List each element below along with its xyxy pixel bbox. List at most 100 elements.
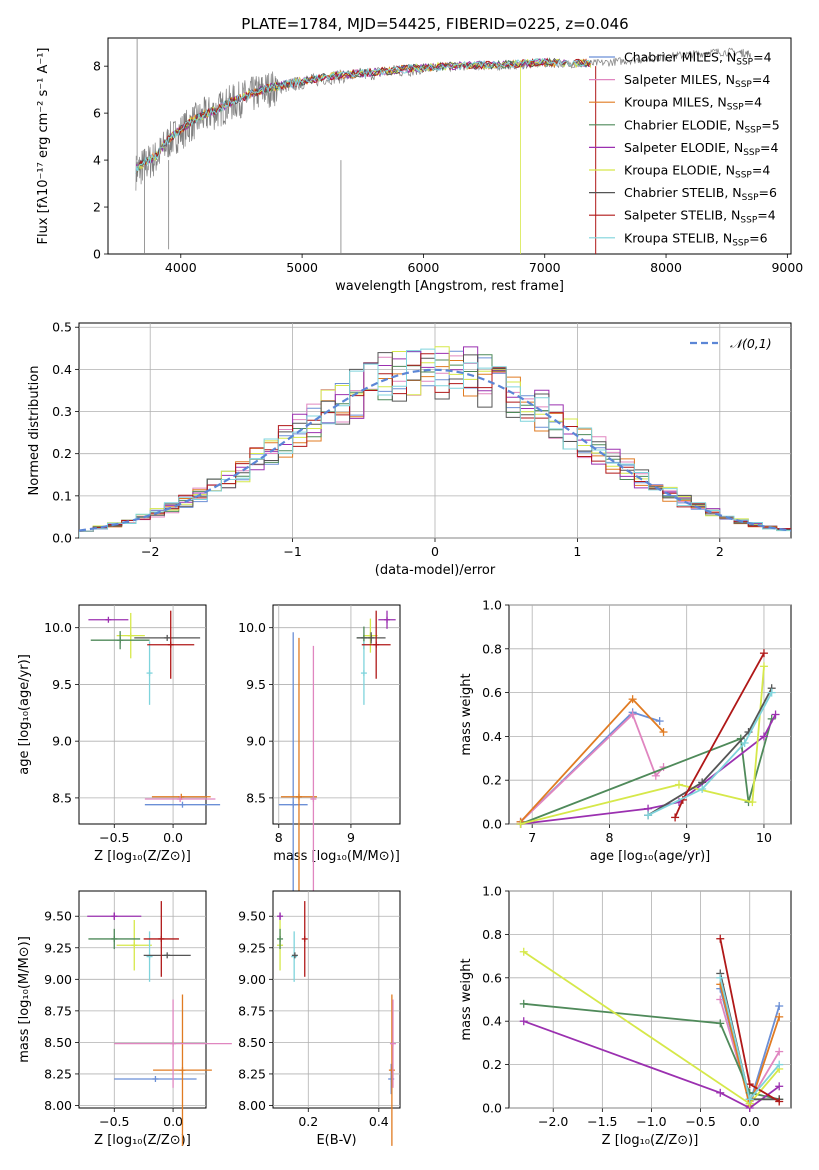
y-axis-label: Flux [fλ10⁻¹⁷ erg cm⁻² s⁻¹ A⁻¹]: [36, 48, 51, 245]
panel-spectrum: 4000 5000 6000 7000 8000 900002468wavelength …: [36, 37, 803, 294]
x-axis-label: Z [log₁₀(Z/Z⊙)]: [94, 849, 191, 864]
legend-model-name: Chabrier MILES: [624, 50, 719, 65]
x-tick-label: 0.0: [740, 1114, 760, 1129]
y-tick-label: 0: [93, 247, 101, 262]
legend-nssp-subscript: SSP: [743, 148, 760, 158]
y-tick-label: 0.0: [52, 531, 72, 546]
y-axis-label: age [log₁₀(age/yr)]: [17, 654, 32, 775]
x-tick-label: 7: [528, 830, 536, 845]
panel-age-vs-Z: −0.5 0.0 8.5 9.0 9.5 10.0 Z [log₁₀(Z/Z⊙)] age […: [17, 604, 221, 864]
y-tick-label: 0.1: [52, 488, 72, 503]
legend-nssp-value: 4: [771, 140, 779, 155]
legend-nssp-subscript: SSP: [732, 238, 749, 248]
x-axis-label: Z [log₁₀(Z/Z⊙)]: [94, 1133, 191, 1148]
y-tick-label: 2: [93, 200, 101, 215]
legend-nssp-prefix: , N: [719, 50, 736, 65]
legend-label: Chabrier ELODIE, NSSP=5: [624, 117, 780, 135]
y-tick-label: 0.0: [482, 1101, 502, 1116]
y-tick-label: 0.8: [482, 641, 502, 656]
x-tick-label: −1.5: [587, 1114, 617, 1129]
x-tick-label: −0.5: [685, 1114, 715, 1129]
x-tick-label: −0.5: [99, 1114, 129, 1129]
y-tick-label: 9.25: [44, 940, 72, 955]
legend-model-name: Salpeter STELIB: [624, 208, 723, 223]
y-tick-label: 8.00: [44, 1098, 72, 1113]
y-axis-label: Normed distribution: [27, 366, 42, 496]
legend-nssp-eq: =: [760, 140, 770, 155]
panel-mass-weight-vs-Z: −2.0 −1.5 −1.0 −0.5 0.0 0.0 0.2 0.4 0.6 0.8 1.0 Z […: [459, 884, 792, 1148]
x-axis-label: Z [log₁₀(Z/Z⊙)]: [602, 1133, 699, 1148]
legend-nssp-prefix: , N: [723, 208, 740, 223]
y-tick-label: 9.5: [52, 677, 72, 692]
legend-nssp-subscript: SSP: [735, 80, 752, 90]
y-tick-label: 0.2: [482, 773, 502, 788]
x-tick-label: 8000: [650, 260, 682, 275]
x-tick-label: −1.0: [636, 1114, 666, 1129]
legend-model-name: Kroupa ELODIE: [624, 163, 718, 178]
y-tick-label: 8.00: [238, 1098, 266, 1113]
x-tick-label: 0.4: [369, 1114, 389, 1129]
panel-residual-histogram: −2 −1 0 1 2 0.0 0.1 0.2 0.3 0.4 0.5 (data-model)/er…: [27, 320, 792, 578]
legend-nssp-value: 4: [762, 72, 770, 87]
legend-label: Salpeter MILES, NSSP=4: [624, 72, 770, 90]
y-tick-label: 9.0: [52, 734, 72, 749]
weight-series: [519, 934, 784, 1112]
histogram-plot: [79, 346, 791, 538]
legend-nssp-eq: =: [757, 208, 767, 223]
y-tick-label: 10.0: [238, 620, 266, 635]
legend-nssp-value: 6: [760, 230, 768, 245]
legend-label: Salpeter STELIB, NSSP=4: [624, 208, 776, 226]
panel-mass-weight-vs-age: 7 8 9 10 0.0 0.2 0.4 0.6 0.8 1.0 age [log₁₀(age/yr…: [459, 598, 792, 864]
errorbar-points: [277, 901, 396, 1146]
x-tick-label: 9: [683, 830, 691, 845]
spectrum-plot: [135, 38, 751, 254]
x-tick-label: 8: [275, 830, 283, 845]
y-tick-label: 0.4: [52, 362, 72, 377]
x-axis-label: wavelength [Angstrom, rest frame]: [335, 279, 564, 294]
legend-nssp-eq: =: [744, 95, 754, 110]
weight-line: [519, 712, 665, 823]
weight-line: [520, 718, 773, 825]
legend-nssp-value: 5: [772, 117, 780, 132]
y-tick-label: 0.0: [482, 817, 502, 832]
y-tick-label: 6: [93, 106, 101, 121]
y-axis-label: mass weight: [459, 673, 474, 755]
legend-nssp-prefix: , N: [726, 140, 743, 155]
y-tick-label: 9.0: [246, 734, 266, 749]
legend-nssp-prefix: , N: [718, 72, 735, 87]
errorbar-points: [88, 610, 221, 808]
weight-line: [647, 692, 773, 817]
legend-label: Chabrier MILES, NSSP=4: [624, 50, 772, 68]
y-tick-label: 4: [93, 153, 101, 168]
y-tick-label: 8.5: [246, 790, 266, 805]
legend-nssp-value: 4: [754, 95, 762, 110]
legend-model-name: Salpeter MILES: [624, 72, 718, 87]
legend-nssp-subscript: SSP: [736, 58, 753, 68]
legend-model-name: Chabrier ELODIE: [624, 117, 727, 132]
x-tick-label: 0.0: [163, 1114, 183, 1129]
errorbar-points: [87, 901, 232, 1146]
y-tick-label: 0.2: [52, 446, 72, 461]
legend-nssp-subscript: SSP: [744, 125, 761, 135]
legend: 𝒩(0,1): [690, 336, 772, 351]
y-tick-label: 8.50: [238, 1035, 266, 1050]
legend-nssp-prefix: , N: [718, 163, 735, 178]
weight-line: [520, 666, 765, 825]
legend-nssp-subscript: SSP: [727, 103, 744, 113]
legend-nssp-prefix: , N: [724, 185, 741, 200]
weight-series: [516, 649, 780, 828]
legend-label: 𝒩(0,1): [730, 336, 772, 351]
y-tick-label: 9.00: [238, 972, 266, 987]
x-tick-label: 0.2: [298, 1114, 318, 1129]
y-axis-label: mass [log₁₀(M/M⊙)]: [17, 936, 32, 1063]
legend-nssp-eq: =: [752, 72, 762, 87]
x-axis-label: mass [log₁₀(M/M⊙)]: [273, 849, 400, 864]
y-axis-label: mass weight: [459, 958, 474, 1040]
x-tick-label: −1: [283, 544, 301, 559]
y-tick-label: 0.4: [482, 1014, 502, 1029]
legend-nssp-subscript: SSP: [735, 171, 752, 181]
x-tick-label: 4000: [165, 260, 197, 275]
x-tick-label: 9000: [771, 260, 803, 275]
y-tick-label: 9.25: [238, 940, 266, 955]
